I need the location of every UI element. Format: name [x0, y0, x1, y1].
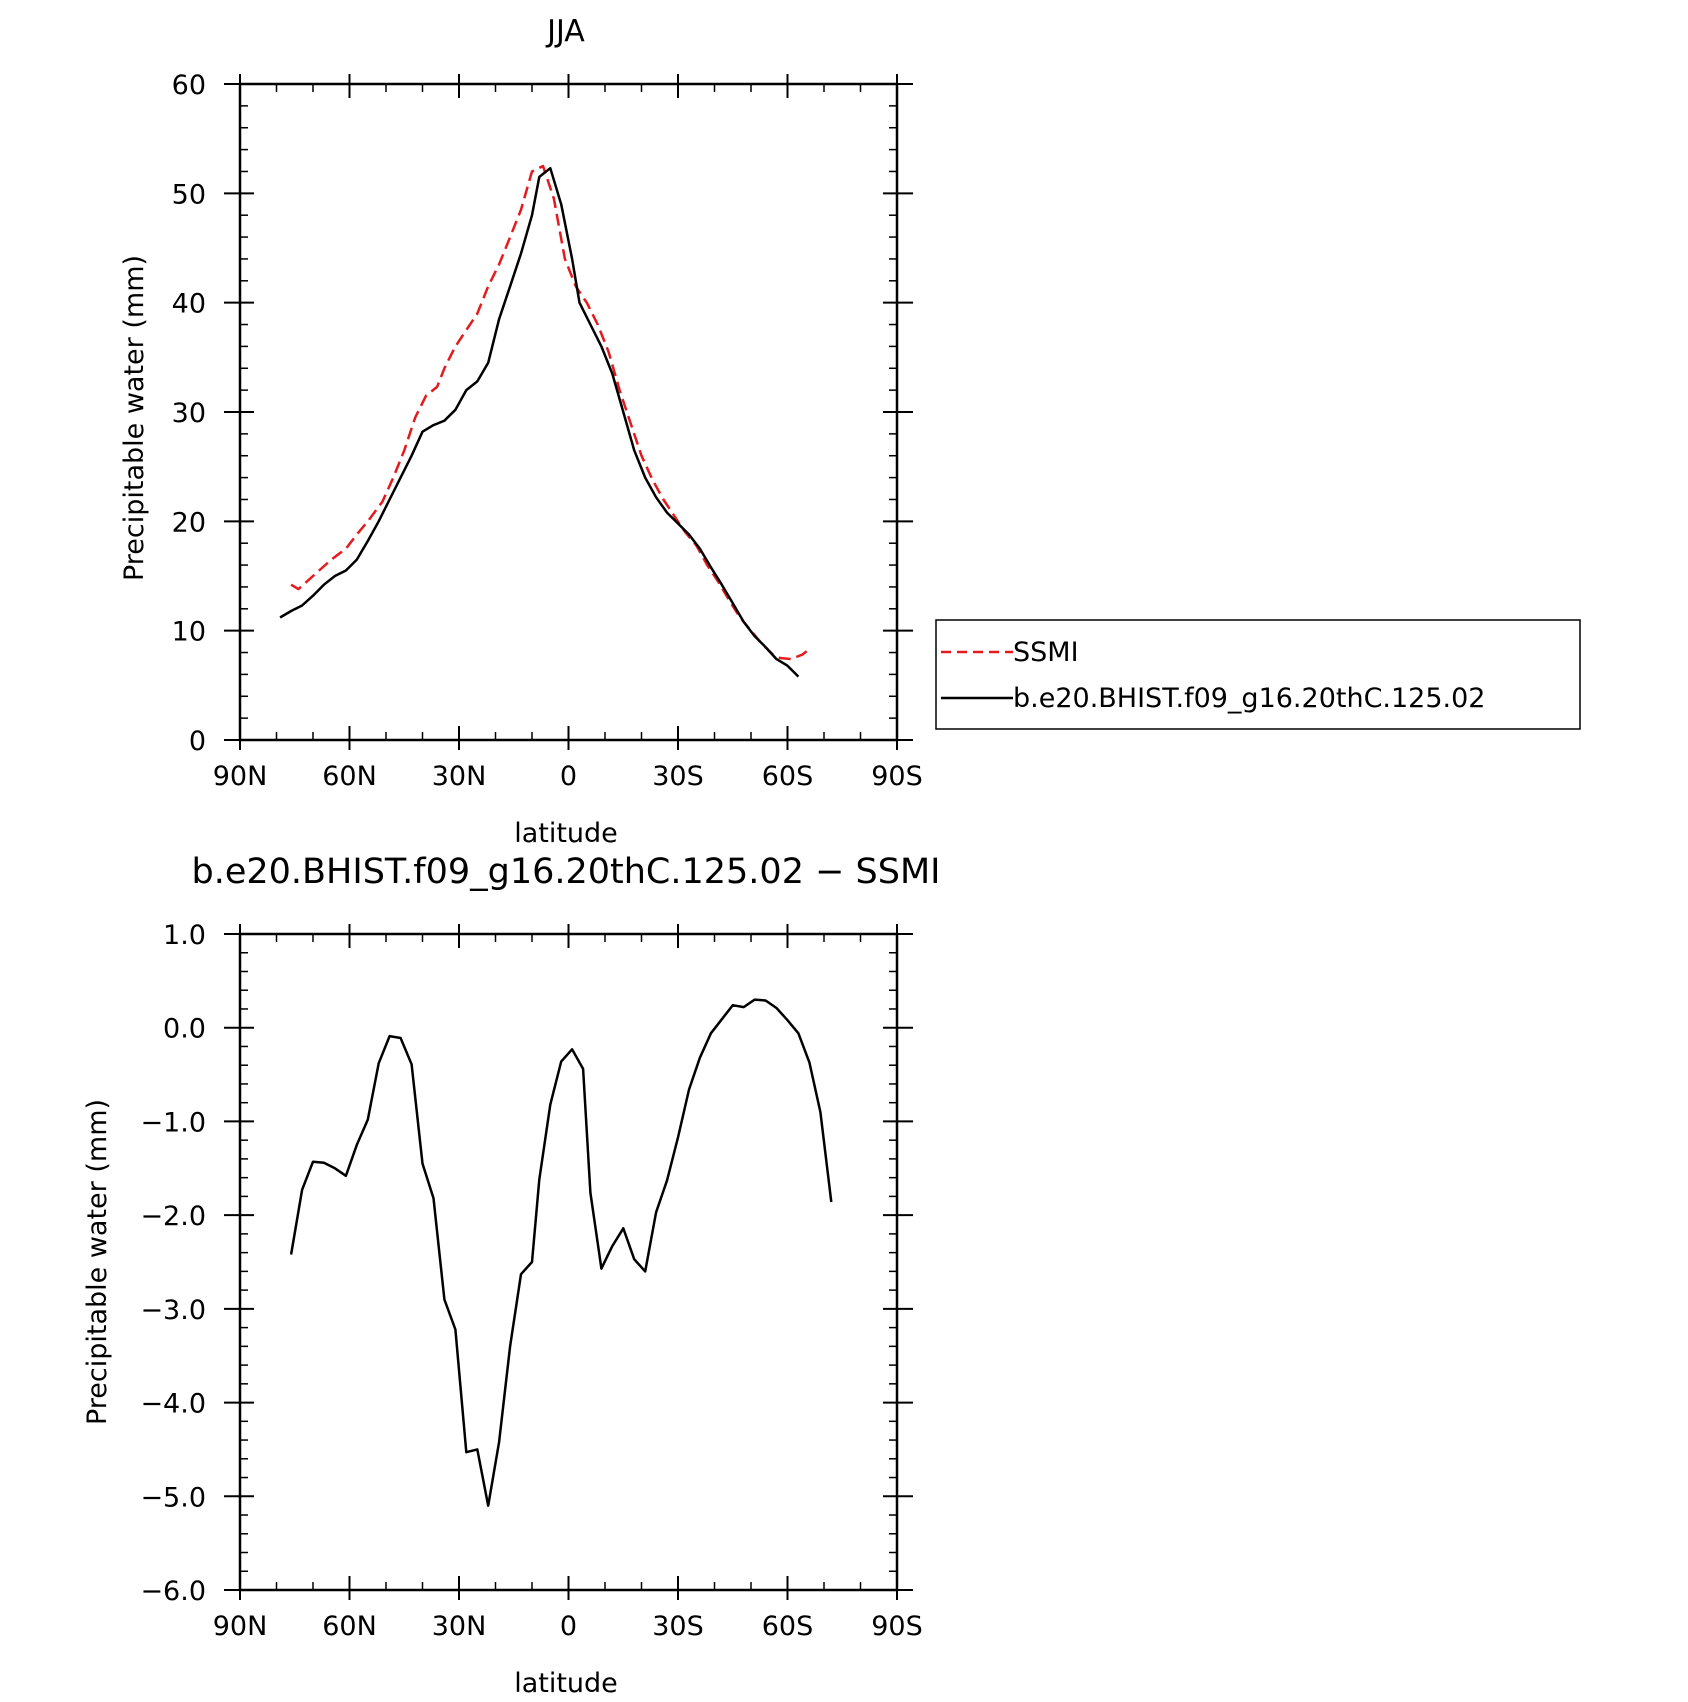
- top-x-tick-label: 0: [560, 761, 577, 792]
- top-x-tick-label: 30S: [652, 761, 704, 792]
- bottom-x-tick-label: 90N: [213, 1611, 268, 1642]
- bottom-x-tick-label: 30S: [652, 1611, 704, 1642]
- bottom-x-tick-label: 0: [560, 1611, 577, 1642]
- bottom-y-tick-label: −6.0: [140, 1576, 206, 1607]
- bottom-series-line-0: [289, 998, 833, 1507]
- top-y-tick-label: 40: [172, 289, 206, 320]
- top-x-axis-label: latitude: [514, 818, 618, 849]
- top-series-line-1: [279, 166, 800, 678]
- top-y-tick-label: 10: [172, 617, 206, 648]
- bottom-y-tick-label: −2.0: [140, 1201, 206, 1232]
- bottom-y-tick-label: −5.0: [140, 1482, 206, 1513]
- legend-label-ssmi: SSMI: [1013, 637, 1079, 668]
- bottom-chart-title: b.e20.BHIST.f09_g16.20thC.125.02 − SSMI: [192, 852, 941, 892]
- bottom-y-tick-label: −3.0: [140, 1295, 206, 1326]
- top-x-tick-label: 90N: [213, 761, 268, 792]
- top-y-axis-label: Precipitable water (mm): [119, 255, 150, 581]
- bottom-plot-frame: [238, 932, 899, 1592]
- bottom-y-tick-label: 1.0: [163, 920, 206, 951]
- bottom-y-tick-label: −1.0: [140, 1107, 206, 1138]
- top-chart-title: JJA: [545, 14, 585, 49]
- bottom-y-tick-label: −4.0: [140, 1389, 206, 1420]
- top-series-line-0: [290, 164, 811, 661]
- top-y-tick-label: 60: [172, 70, 206, 101]
- bottom-x-tick-label: 30N: [432, 1611, 487, 1642]
- bottom-y-tick-label: 0.0: [163, 1014, 206, 1045]
- bottom-x-tick-label: 60N: [322, 1611, 377, 1642]
- bottom-x-tick-label: 90S: [871, 1611, 923, 1642]
- top-y-tick-label: 50: [172, 179, 206, 210]
- top-x-tick-label: 60N: [322, 761, 377, 792]
- top-x-tick-label: 90S: [871, 761, 923, 792]
- top-panel: JJA latitude Precipitable water (mm) 90N…: [119, 14, 923, 849]
- bottom-x-tick-label: 60S: [762, 1611, 814, 1642]
- top-y-tick-label: 30: [172, 398, 206, 429]
- top-x-tick-label: 30N: [432, 761, 487, 792]
- top-plot-frame: [238, 82, 899, 742]
- legend-box: [935, 619, 1581, 730]
- top-x-tick-label: 60S: [762, 761, 814, 792]
- bottom-x-axis-label: latitude: [514, 1668, 618, 1699]
- bottom-panel: b.e20.BHIST.f09_g16.20thC.125.02 − SSMI …: [82, 852, 941, 1699]
- legend-label-model: b.e20.BHIST.f09_g16.20thC.125.02: [1013, 683, 1485, 714]
- top-y-tick-label: 0: [189, 726, 206, 757]
- legend: SSMI b.e20.BHIST.f09_g16.20thC.125.02: [935, 619, 1581, 730]
- top-y-tick-label: 20: [172, 507, 206, 538]
- bottom-y-axis-label: Precipitable water (mm): [82, 1099, 113, 1425]
